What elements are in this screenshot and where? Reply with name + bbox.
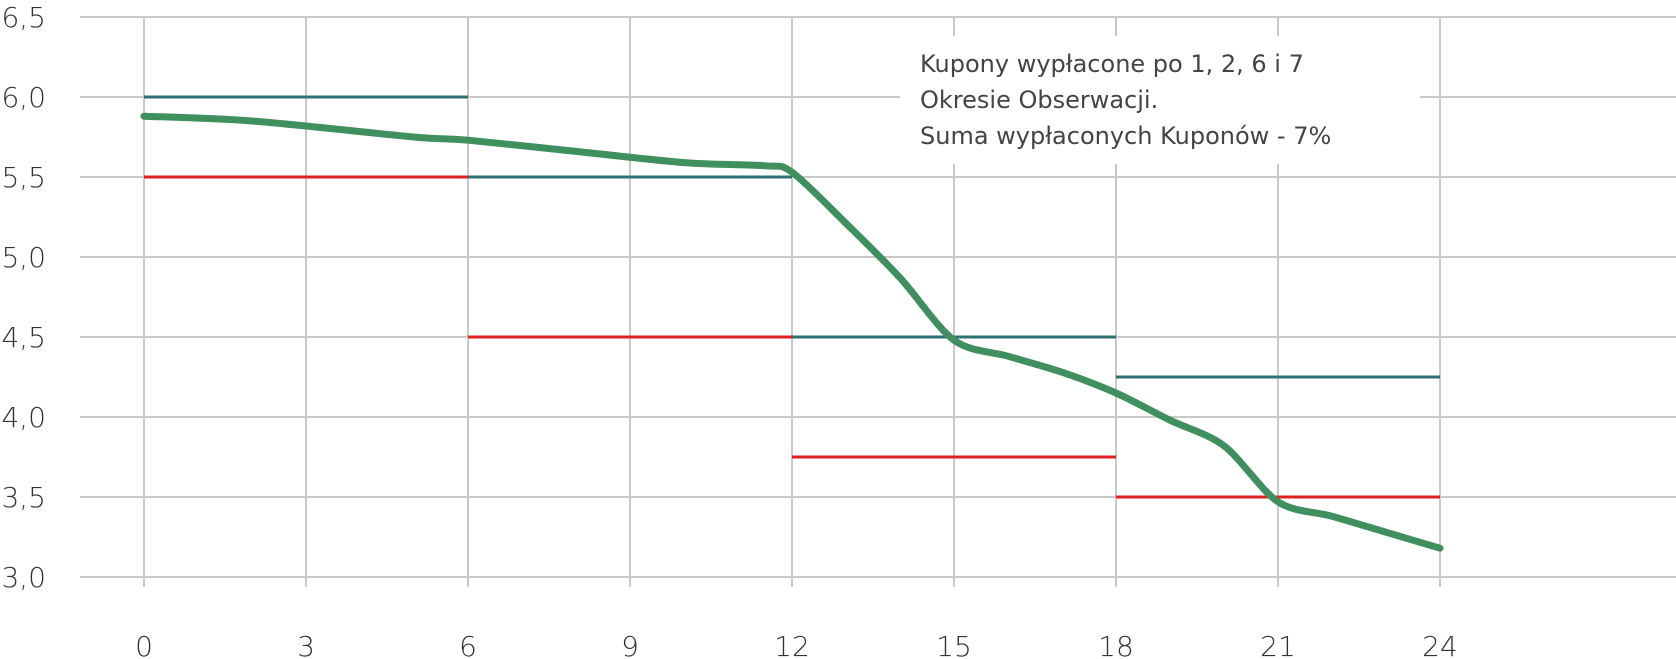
- x-tick-label: 9: [621, 630, 639, 659]
- y-tick-label: 3,0: [1, 561, 46, 594]
- annotation-line-1: Kupony wypłacone po 1, 2, 6 i 7: [920, 50, 1304, 78]
- y-tick-label: 6,5: [1, 1, 46, 34]
- series-line: [140, 112, 1444, 552]
- annotation-line-3: Suma wypłaconych Kuponów - 7%: [920, 122, 1331, 150]
- y-tick-label: 5,5: [1, 161, 46, 194]
- x-tick-label: 24: [1422, 630, 1458, 659]
- tick-labels: 3,0 3,5 4,0 4,5 5,0 5,5 6,0 6,5 0 3 6 9 12 15 18 21 24: [1, 1, 1457, 659]
- y-tick-label: 6,0: [1, 81, 46, 114]
- x-tick-label: 15: [936, 630, 972, 659]
- y-tick-label: 4,5: [1, 321, 46, 354]
- grid: [80, 16, 1676, 587]
- y-tick-label: 3,5: [1, 481, 46, 514]
- x-tick-label: 21: [1260, 630, 1296, 659]
- annotation-background: [900, 36, 1420, 164]
- annotation-line-2: Okresie Obserwacji.: [920, 86, 1158, 114]
- x-tick-label: 6: [459, 630, 477, 659]
- x-tick-label: 12: [774, 630, 810, 659]
- annotation-box: Kupony wypłacone po 1, 2, 6 i 7 Okresie …: [900, 36, 1420, 164]
- series: [140, 112, 1444, 552]
- x-tick-label: 18: [1098, 630, 1134, 659]
- x-tick-label: 0: [135, 630, 153, 659]
- y-tick-label: 4,0: [1, 401, 46, 434]
- barrier-levels: [144, 95, 1440, 499]
- y-tick-label: 5,0: [1, 241, 46, 274]
- x-tick-label: 3: [297, 630, 315, 659]
